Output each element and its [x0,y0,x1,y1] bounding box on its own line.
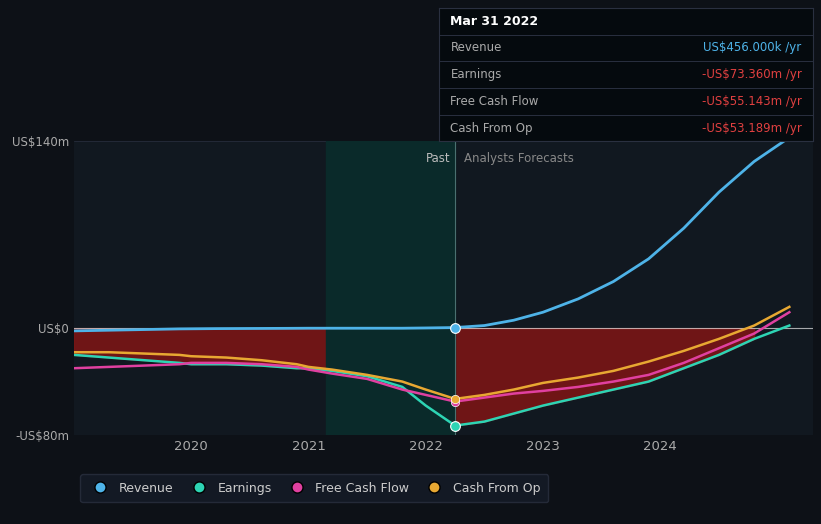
Bar [326,141,455,435]
Text: Analysts Forecasts: Analysts Forecasts [465,152,575,165]
Text: Mar 31 2022: Mar 31 2022 [451,15,539,28]
Text: -US$55.143m /yr: -US$55.143m /yr [702,95,801,108]
Legend: Revenue, Earnings, Free Cash Flow, Cash From Op: Revenue, Earnings, Free Cash Flow, Cash … [80,474,548,502]
Text: -US$53.189m /yr: -US$53.189m /yr [702,122,801,135]
Text: Cash From Op: Cash From Op [451,122,533,135]
Text: Earnings: Earnings [451,68,502,81]
Text: -US$73.360m /yr: -US$73.360m /yr [702,68,801,81]
Text: Free Cash Flow: Free Cash Flow [451,95,539,108]
Text: US$456.000k /yr: US$456.000k /yr [704,41,801,54]
Text: Revenue: Revenue [451,41,502,54]
Text: Past: Past [426,152,451,165]
